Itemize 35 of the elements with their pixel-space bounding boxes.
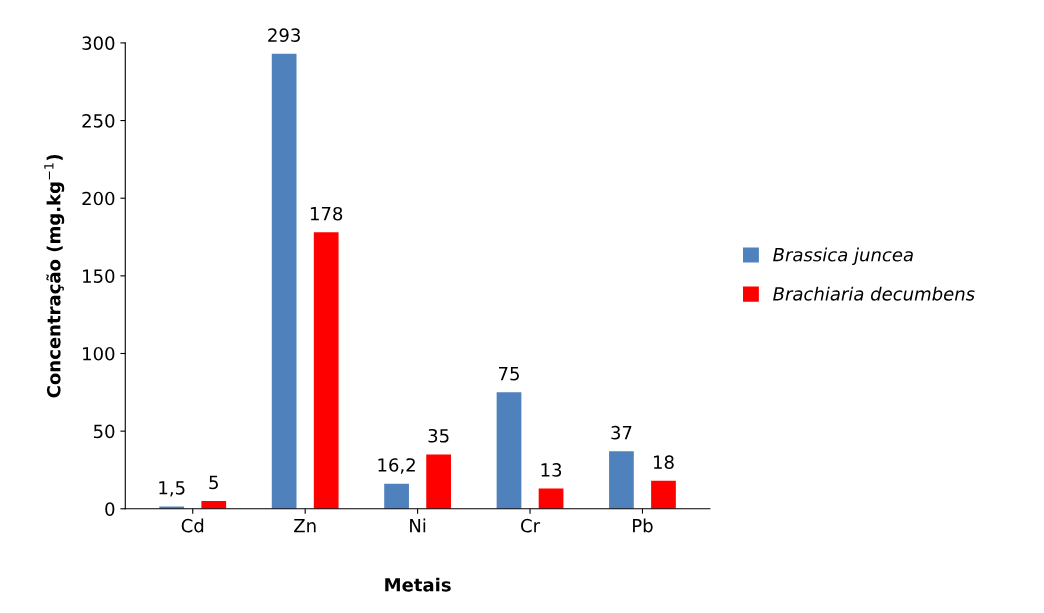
- bar: [651, 480, 676, 509]
- y-tick-label: 200: [82, 191, 115, 206]
- bar: [496, 392, 522, 509]
- data-label: 293: [268, 28, 300, 42]
- y-tick-label: 250: [82, 114, 115, 128]
- data-label: 18: [653, 455, 674, 470]
- data-label: 13: [541, 463, 562, 477]
- y-tick-label: 50: [93, 424, 115, 439]
- x-tick-label: Ni: [410, 518, 426, 533]
- bar: [313, 232, 339, 509]
- bar: [538, 488, 564, 509]
- data-label: 1,5: [159, 481, 185, 497]
- y-tick-label: 100: [83, 346, 115, 361]
- y-axis-title: Concentração (mg.kg$^{−1}$): [44, 154, 65, 398]
- data-label: 5: [209, 475, 218, 490]
- legend-label: Brachiaria decumbens: [773, 286, 975, 301]
- bar: [384, 483, 409, 509]
- bar: [271, 53, 297, 509]
- x-tick-label: Pb: [633, 518, 653, 533]
- data-label: 75: [499, 367, 519, 381]
- data-label: 37: [611, 425, 632, 440]
- bar: [426, 454, 451, 509]
- x-axis-title: Metais: [385, 577, 451, 592]
- x-tick-label: Cr: [521, 518, 541, 533]
- data-label: 35: [428, 428, 449, 443]
- bar: [609, 451, 634, 509]
- bar: [201, 501, 227, 509]
- legend-label: Brassica juncea: [773, 247, 913, 266]
- y-tick-label: 300: [82, 36, 115, 51]
- x-tick-label: Cd: [181, 518, 204, 533]
- x-tick-label: Zn: [294, 519, 316, 533]
- data-label: 16,2: [378, 458, 415, 474]
- data-label: 178: [310, 206, 343, 221]
- y-tick-label: 150: [83, 269, 115, 283]
- y-tick-label: 0: [105, 502, 115, 516]
